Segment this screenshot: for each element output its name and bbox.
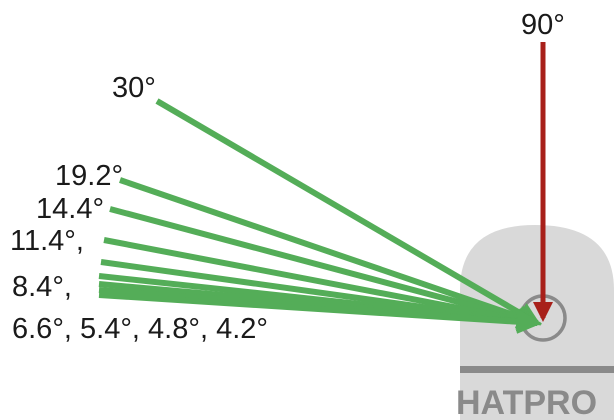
angle-label-14-4: 14.4° — [36, 193, 104, 225]
instrument-stripe — [460, 366, 614, 373]
zenith-angle-label: 90° — [521, 9, 565, 41]
angle-label-low-group: 6.6°, 5.4°, 4.8°, 4.2° — [12, 313, 268, 345]
beam-4-2 — [98, 292, 542, 334]
instrument-brand-label: HATPRO — [456, 384, 597, 420]
elevation-beams — [98, 98, 542, 334]
angle-label-19-2: 19.2° — [55, 160, 123, 192]
beam-14-4 — [109, 206, 542, 330]
angle-label-11-4: 11.4°, — [10, 225, 84, 257]
angle-label-8-4: 8.4°, — [12, 271, 72, 303]
beam-19-2 — [119, 177, 542, 329]
beam-30 — [155, 98, 542, 326]
angle-label-30: 30° — [112, 72, 156, 104]
beam-11-4 — [103, 237, 542, 332]
